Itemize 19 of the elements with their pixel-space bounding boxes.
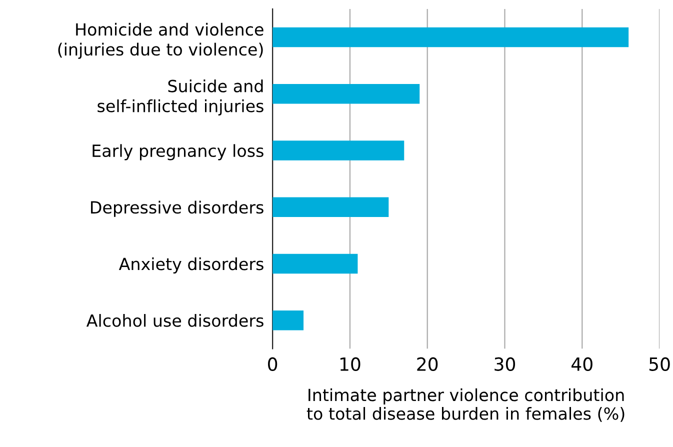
y-tick-label: Anxiety disorders — [118, 257, 264, 274]
x-tick-label: 0 — [268, 357, 278, 371]
y-tick-label: Early pregnancy loss — [92, 144, 264, 160]
bar — [272, 27, 629, 48]
y-tick-label: Alcohol use disorders — [86, 314, 264, 327]
bar — [272, 84, 420, 104]
x-tick-label: 30 — [494, 357, 516, 371]
y-tick-label: Depressive disorders — [91, 200, 264, 217]
bar — [272, 140, 404, 160]
x-tick-label: 10 — [340, 357, 360, 371]
bar — [272, 310, 304, 330]
x-tick-label: 20 — [417, 357, 438, 371]
x-axis-title: Intimate partner violence contribution to total disease burden in females (%) — [306, 388, 624, 422]
y-tick-label: Suicide and self-inflicted injuries — [98, 79, 264, 116]
bar — [272, 197, 389, 218]
y-tick-label: Homicide and violence (injuries due to violence) — [58, 22, 264, 59]
x-tick-label: 50 — [649, 357, 670, 371]
x-tick-label: 40 — [572, 357, 592, 371]
bar — [272, 254, 358, 274]
